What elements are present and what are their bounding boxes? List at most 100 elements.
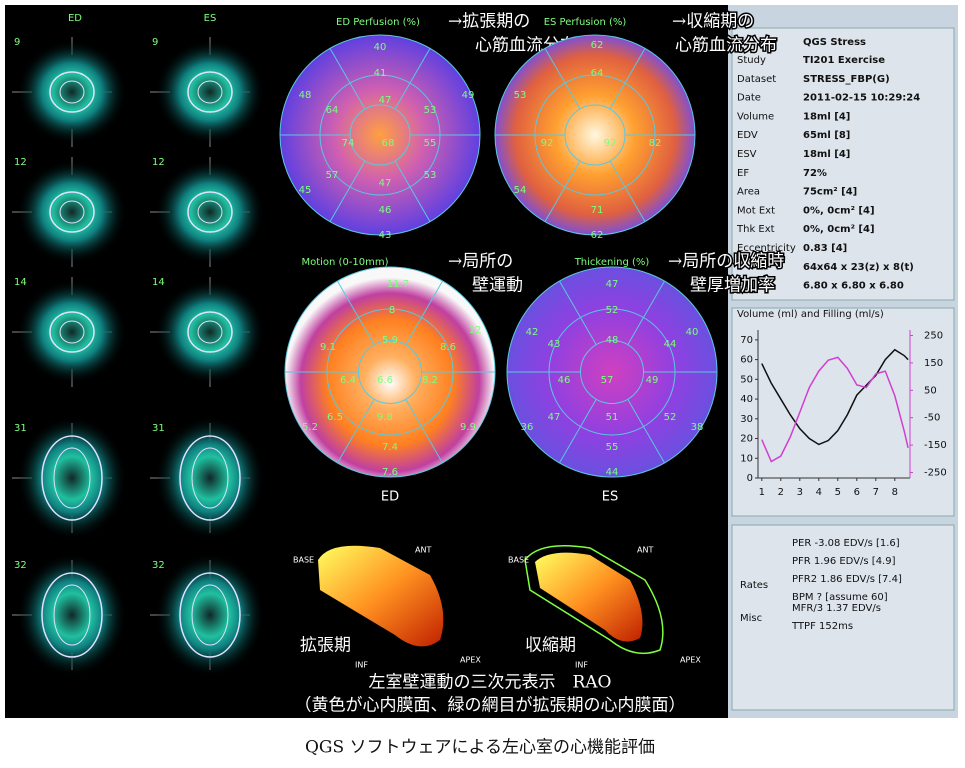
segment-value: 62	[591, 40, 604, 51]
slice-image	[155, 160, 265, 264]
slice-contour	[53, 447, 91, 509]
y2-tick-label: -150	[924, 440, 947, 451]
y-tick-label: 10	[740, 453, 753, 464]
view-label: BASE	[293, 556, 314, 565]
slice-contour	[41, 572, 103, 658]
polar-map	[507, 267, 717, 477]
segment-value: 47	[548, 412, 561, 423]
info-value: 64x64 x 23(z) x 8(t)	[803, 262, 914, 273]
y-tick-label: 70	[740, 335, 753, 346]
x-tick-label: 7	[873, 487, 879, 498]
y-tick-label: 40	[740, 394, 753, 405]
slice-label: 31	[14, 423, 27, 434]
view-label: APEX	[460, 656, 481, 665]
x-tick-label: 8	[892, 487, 898, 498]
annotation: 壁厚増加率	[690, 276, 775, 296]
slice-contour	[197, 320, 223, 344]
segment-value: 46	[558, 375, 571, 386]
segment-value: 45	[299, 185, 312, 196]
misc-line: MFR/3 1.37 EDV/s	[792, 603, 881, 614]
polar-title: Thickening (%)	[574, 257, 650, 268]
segment-value: 5.9	[382, 335, 398, 346]
y2-tick-label: -50	[924, 413, 940, 424]
info-label: Thk Ext	[736, 224, 775, 235]
polar-title: ED Perfusion (%)	[336, 17, 420, 28]
segment-value: 54	[514, 185, 527, 196]
segment-value: 48	[606, 335, 619, 346]
y-tick-label: 50	[740, 374, 753, 385]
heart-3d-ed	[318, 545, 444, 647]
view-label: INF	[355, 661, 368, 670]
view-label: INF	[575, 661, 588, 670]
misc-label: Misc	[740, 613, 762, 624]
x-tick-label: 1	[759, 487, 765, 498]
slice-image	[155, 416, 265, 540]
slice-contour	[187, 311, 233, 353]
polar-spoke	[627, 280, 665, 345]
rates-line: PFR 1.96 EDV/s [4.9]	[792, 556, 896, 567]
info-label: EDV	[737, 130, 758, 141]
segment-value: 53	[424, 170, 437, 181]
slice-image	[17, 553, 127, 677]
segment-value: 7.4	[382, 442, 398, 453]
segment-value: 55	[424, 138, 437, 149]
slice-contour	[49, 191, 95, 233]
segment-value: 8.2	[422, 375, 438, 386]
annotation: 壁運動	[472, 276, 523, 296]
segment-value: 47	[379, 178, 392, 189]
segment-value: 8.6	[440, 342, 456, 353]
polar-spoke	[609, 160, 646, 222]
info-label: Study	[737, 55, 766, 66]
view-label: ANT	[637, 546, 653, 555]
slice-label: 14	[152, 277, 165, 288]
chart-title: Volume (ml) and Filling (ml/s)	[737, 309, 884, 320]
info-box	[731, 27, 955, 301]
segment-value: 8	[389, 305, 395, 316]
polar-spoke	[559, 280, 597, 345]
segment-value: 41	[374, 68, 387, 79]
slice-header: ED	[68, 13, 82, 24]
segment-value: 49	[462, 90, 475, 101]
polar-caption: ES	[602, 490, 618, 505]
segment-value: 6.6	[377, 375, 393, 386]
slice-contour	[53, 584, 91, 646]
info-label: Dataset	[737, 74, 776, 85]
annotation: 収縮期	[525, 636, 576, 656]
slice-image	[17, 160, 127, 264]
segment-value: 64	[326, 105, 339, 116]
segment-value: 40	[686, 327, 699, 338]
polar-map	[280, 35, 480, 235]
segment-value: 53	[514, 90, 527, 101]
slice-contour	[49, 71, 95, 113]
slice-label: 12	[14, 157, 27, 168]
info-value: 65ml [8]	[803, 130, 850, 141]
view-label: ANT	[415, 546, 431, 555]
polar-spoke	[559, 399, 597, 464]
segment-value: 7.6	[382, 467, 398, 478]
segment-value: 52	[664, 412, 677, 423]
segment-value: 6.4	[340, 375, 356, 386]
polar-spoke	[329, 160, 366, 222]
x-tick-label: 2	[778, 487, 784, 498]
info-label: Area	[737, 187, 760, 198]
polar-spoke	[394, 48, 431, 110]
annotation: 拡張期	[300, 636, 351, 656]
segment-value: 92	[604, 138, 617, 149]
segment-value: 64	[591, 68, 604, 79]
caption: QGS ソフトウェアによる左心室の心機能評価	[305, 738, 655, 758]
slice-label: 9	[152, 37, 158, 48]
slice-contour	[59, 80, 85, 104]
slice-label: 32	[152, 560, 165, 571]
info-value: 2011-02-15 10:29:24	[803, 93, 920, 104]
segment-value: 9.9	[460, 422, 476, 433]
y2-tick-label: 150	[924, 358, 943, 369]
segment-value: 68	[382, 138, 395, 149]
slice-label: 32	[14, 560, 27, 571]
polar-spoke	[329, 48, 366, 110]
polar-title: Motion (0-10mm)	[301, 257, 388, 268]
slice-label: 31	[152, 423, 165, 434]
y-tick-label: 20	[740, 434, 753, 445]
slice-contour	[59, 200, 85, 224]
segment-value: 51	[606, 412, 619, 423]
